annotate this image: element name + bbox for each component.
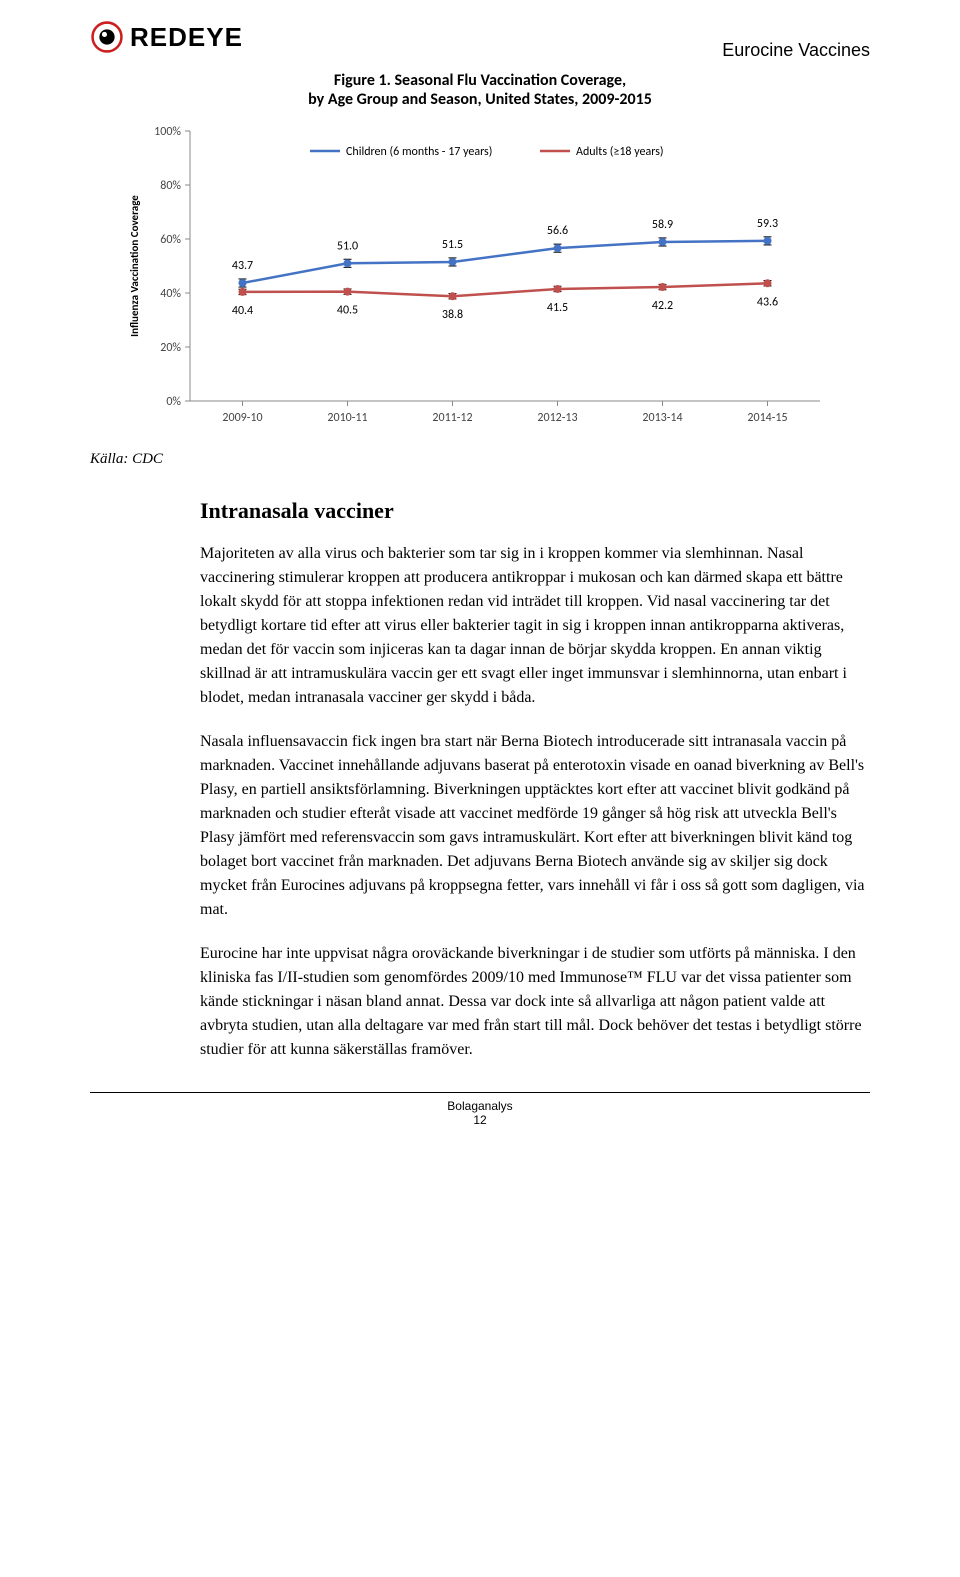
source-label: Källa: CDC <box>90 451 870 468</box>
svg-text:80%: 80% <box>160 179 181 193</box>
page-header: REDEYE Eurocine Vaccines <box>90 20 870 61</box>
svg-text:42.2: 42.2 <box>652 299 673 313</box>
svg-text:2014-15: 2014-15 <box>747 411 787 425</box>
svg-text:2013-14: 2013-14 <box>642 411 682 425</box>
page-number: 12 <box>90 1113 870 1127</box>
svg-text:51.5: 51.5 <box>442 238 463 252</box>
company-name: Eurocine Vaccines <box>722 40 870 61</box>
svg-text:40.5: 40.5 <box>337 304 358 318</box>
body-paragraph: Eurocine har inte uppvisat några oroväck… <box>90 942 870 1062</box>
svg-text:2011-12: 2011-12 <box>432 411 472 425</box>
svg-text:60%: 60% <box>160 233 181 247</box>
footer-label: Bolaganalys <box>90 1099 870 1113</box>
svg-text:38.8: 38.8 <box>442 308 463 322</box>
chart-container: 0% 20% 40% 60% 80% 100% Influenza Vaccination … <box>120 121 840 441</box>
svg-text:59.3: 59.3 <box>757 217 778 231</box>
svg-text:40%: 40% <box>160 287 181 301</box>
svg-text:0%: 0% <box>166 395 181 409</box>
svg-text:2010-11: 2010-11 <box>327 411 367 425</box>
chart-title: Figure 1. Seasonal Flu Vaccination Cover… <box>90 71 870 109</box>
body-paragraph: Nasala influensavaccin fick ingen bra st… <box>90 730 870 922</box>
body-paragraph: Majoriteten av alla virus och bakterier … <box>90 542 870 710</box>
svg-text:Adults (≥18 years): Adults (≥18 years) <box>576 145 664 159</box>
flu-coverage-line-chart: 0% 20% 40% 60% 80% 100% Influenza Vaccination … <box>120 121 840 441</box>
section-title: Intranasala vacciner <box>90 498 870 524</box>
svg-text:56.6: 56.6 <box>547 224 568 238</box>
svg-text:41.5: 41.5 <box>547 301 568 315</box>
svg-text:2009-10: 2009-10 <box>222 411 262 425</box>
svg-text:51.0: 51.0 <box>337 239 358 253</box>
redeye-eye-icon <box>90 20 124 54</box>
page-footer: Bolaganalys 12 <box>90 1092 870 1127</box>
svg-text:Children (6 months - 17 years): Children (6 months - 17 years) <box>346 145 492 159</box>
svg-text:20%: 20% <box>160 341 181 355</box>
svg-text:43.7: 43.7 <box>232 259 253 273</box>
svg-text:2012-13: 2012-13 <box>537 411 577 425</box>
logo: REDEYE <box>90 20 243 54</box>
logo-text: REDEYE <box>130 22 243 53</box>
svg-text:Influenza Vaccination Coverage: Influenza Vaccination Coverage <box>128 195 141 337</box>
svg-text:100%: 100% <box>154 125 181 139</box>
svg-text:58.9: 58.9 <box>652 218 673 232</box>
svg-text:43.6: 43.6 <box>757 295 778 309</box>
svg-text:40.4: 40.4 <box>232 304 253 318</box>
